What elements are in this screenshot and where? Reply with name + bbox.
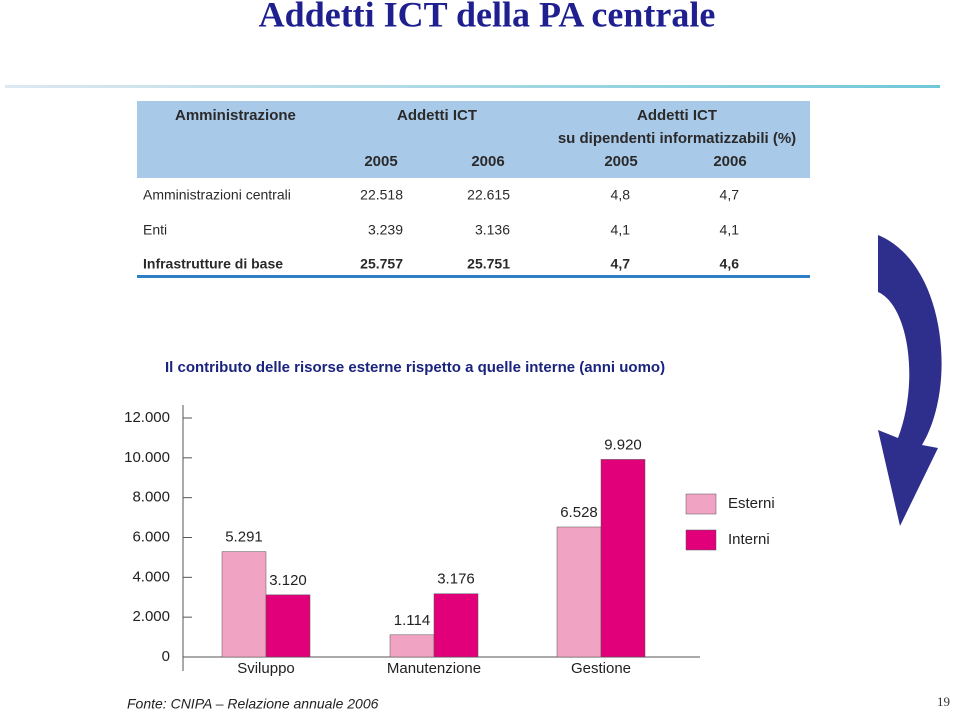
x-tick-label: Sviluppo bbox=[237, 660, 295, 677]
y-tick-label: 10.000 bbox=[124, 449, 170, 466]
page-number: 19 bbox=[937, 694, 950, 709]
table-cell: 22.518 bbox=[360, 187, 403, 203]
table-cell: Amministrazioni centrali bbox=[143, 187, 291, 203]
legend-swatch bbox=[685, 493, 717, 515]
table-head: su dipendenti informatizzabili (%) bbox=[558, 130, 796, 147]
value-label: 6.528 bbox=[560, 504, 598, 521]
slide-title: Addetti ICT della PA centrale bbox=[259, 0, 716, 34]
x-tick-label: Manutenzione bbox=[387, 660, 481, 677]
chart-title: Il contributo delle risorse esterne risp… bbox=[165, 359, 665, 376]
table-year: 2006 bbox=[471, 153, 504, 170]
arrow-decoration bbox=[878, 235, 942, 526]
legend-label: Esterni bbox=[728, 495, 775, 512]
value-label: 5.291 bbox=[225, 529, 263, 546]
value-label: 3.176 bbox=[437, 571, 475, 588]
y-tick-label: 4.000 bbox=[132, 568, 170, 585]
table-bottom-rule bbox=[137, 275, 810, 278]
bar bbox=[221, 551, 267, 658]
source: Fonte: CNIPA – Relazione annuale 2006 bbox=[127, 696, 379, 712]
bar bbox=[600, 459, 646, 658]
table-cell: 25.757 bbox=[360, 256, 403, 272]
table-head: Addetti ICT bbox=[397, 107, 477, 124]
table-cell: 4,7 bbox=[720, 187, 740, 203]
table-cell: 4,7 bbox=[611, 256, 631, 272]
title-rule bbox=[5, 85, 940, 88]
table-cell: 4,1 bbox=[611, 222, 631, 238]
table-cell: Infrastrutture di base bbox=[143, 256, 283, 272]
table-cell: 4,8 bbox=[611, 187, 631, 203]
bar bbox=[265, 594, 311, 658]
table-head: Amministrazione bbox=[175, 107, 296, 124]
bar bbox=[556, 526, 602, 658]
table-cell: 4,6 bbox=[720, 256, 740, 272]
table-year: 2005 bbox=[604, 153, 637, 170]
table-cell: 22.615 bbox=[467, 187, 510, 203]
legend-label: Interni bbox=[728, 531, 770, 548]
y-tick-label: 0 bbox=[162, 648, 170, 665]
x-tick-label: Gestione bbox=[571, 660, 631, 677]
value-label: 3.120 bbox=[269, 572, 307, 589]
table-year: 2005 bbox=[364, 153, 397, 170]
legend-swatch bbox=[685, 529, 717, 551]
table-head: Addetti ICT bbox=[637, 107, 717, 124]
table-cell: 3.239 bbox=[368, 222, 403, 238]
table-cell: Enti bbox=[143, 222, 167, 238]
value-label: 1.114 bbox=[394, 612, 430, 629]
table-header-bg bbox=[137, 101, 810, 178]
table-cell: 4,1 bbox=[720, 222, 740, 238]
table-cell: 3.136 bbox=[475, 222, 510, 238]
y-tick-label: 8.000 bbox=[132, 489, 170, 506]
table-cell: 25.751 bbox=[467, 256, 510, 272]
y-tick-label: 6.000 bbox=[132, 528, 170, 545]
bar bbox=[433, 593, 479, 658]
y-tick-label: 2.000 bbox=[132, 608, 170, 625]
table-year: 2006 bbox=[713, 153, 746, 170]
value-label: 9.920 bbox=[604, 436, 642, 453]
bar bbox=[389, 634, 435, 658]
y-tick-label: 12.000 bbox=[124, 409, 170, 426]
